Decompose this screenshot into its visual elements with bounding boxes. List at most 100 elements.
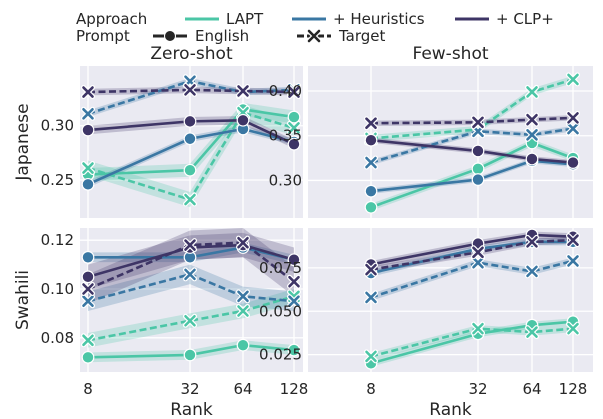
data-point-circle — [183, 132, 197, 146]
data-point-x — [81, 106, 95, 121]
data-point-x — [81, 282, 95, 297]
series-line-heuristics-target — [87, 79, 295, 116]
x-tick-label: 8 — [83, 380, 93, 398]
data-point-x — [566, 233, 580, 248]
panel-2: 0.30 0.35 0.40 Few-shot — [269, 44, 593, 218]
data-point-x — [471, 245, 485, 260]
panel-title: Few-shot — [412, 44, 488, 64]
legend-clp-label: + CLP+ — [496, 10, 554, 28]
series-line-lapt-target — [370, 327, 574, 358]
legend-english-marker — [164, 30, 176, 42]
data-point-circle — [287, 110, 301, 124]
series-band — [371, 325, 573, 360]
data-point-x — [236, 235, 250, 250]
data-point-x — [471, 115, 485, 130]
y-tick-label: 0.025 — [259, 346, 302, 364]
data-point-x — [236, 289, 250, 304]
legend-lapt-label: LAPT — [226, 10, 264, 28]
data-point-x — [364, 349, 378, 364]
data-point-circle — [471, 144, 485, 158]
series-line-lapt-target — [370, 78, 574, 140]
row-label: Japanese — [13, 103, 33, 181]
data-point-x — [183, 192, 197, 207]
data-point-x — [287, 120, 301, 135]
data-point-circle — [183, 348, 197, 362]
data-point-x — [525, 112, 539, 127]
panel-3: 0.08 0.10 0.12 Swahili 8 32 64 128 Rank — [13, 228, 308, 419]
series-band — [88, 105, 294, 208]
data-point-x — [183, 82, 197, 97]
panel-title: Zero-shot — [150, 44, 233, 64]
data-point-x — [471, 255, 485, 270]
data-point-circle — [364, 184, 378, 198]
series-line-clp-english — [370, 233, 574, 266]
x-axis-label: Rank — [429, 400, 472, 419]
legend-target-marker — [306, 28, 322, 44]
series-line-heuristics-english — [370, 159, 574, 193]
legend-target-label: Target — [338, 27, 386, 45]
data-point-circle — [525, 152, 539, 166]
data-point-x — [525, 234, 539, 249]
plot-area — [364, 228, 580, 370]
data-point-circle — [183, 114, 197, 128]
series-line-lapt-target — [87, 295, 295, 342]
x-tick-label: 64 — [522, 380, 541, 398]
y-tick-label: 0.40 — [269, 82, 302, 100]
series-band — [371, 125, 573, 166]
series-line-lapt-target — [87, 111, 295, 201]
x-tick-label: 128 — [559, 380, 588, 398]
legend-prompt-title: Prompt — [76, 27, 130, 45]
data-point-x — [81, 161, 95, 176]
data-point-circle — [471, 173, 485, 186]
series-line-clp-target — [87, 241, 295, 291]
data-point-circle — [183, 163, 197, 177]
y-tick-label: 0.30 — [269, 171, 302, 189]
y-tick-label: 0.08 — [41, 329, 74, 347]
y-tick-label: 0.25 — [41, 171, 74, 189]
x-tick-label: 8 — [366, 380, 376, 398]
data-point-circle — [81, 350, 95, 364]
data-point-x — [525, 84, 539, 99]
series-line-clp-target — [370, 238, 574, 271]
legend-english-label: English — [195, 27, 249, 45]
data-point-x — [525, 264, 539, 279]
series-band — [371, 257, 573, 301]
plot-area — [81, 228, 301, 364]
x-tick-label: 128 — [280, 380, 309, 398]
data-point-x — [566, 72, 580, 87]
data-point-x — [236, 303, 250, 318]
data-point-circle — [364, 200, 378, 214]
x-axis-label: Rank — [170, 400, 213, 419]
data-point-x — [364, 116, 378, 131]
series-line-heuristics-target — [370, 127, 574, 164]
y-tick-label: 0.12 — [41, 231, 74, 249]
x-tick-label: 32 — [180, 380, 199, 398]
data-point-x — [364, 262, 378, 277]
panel-4: 0.025 0.050 0.075 8 32 64 128 Rank — [259, 228, 593, 419]
data-point-circle — [236, 113, 250, 127]
panel-1: 0.25 0.30 Zero-shot Japanese — [13, 44, 303, 218]
data-point-circle — [287, 343, 301, 357]
data-point-x — [287, 274, 301, 289]
y-tick-label: 0.10 — [41, 280, 74, 298]
data-point-x — [183, 313, 197, 328]
y-tick-label: 0.050 — [259, 302, 302, 320]
y-tick-label: 0.30 — [41, 117, 74, 135]
series-line-clp-english — [87, 243, 295, 279]
x-tick-label: 32 — [468, 380, 487, 398]
row-label: Swahili — [13, 270, 33, 330]
data-point-x — [287, 85, 301, 100]
y-tick-label: 0.075 — [259, 259, 302, 277]
data-point-x — [364, 290, 378, 305]
data-point-x — [566, 121, 580, 136]
data-point-circle — [287, 253, 301, 267]
data-point-circle — [81, 123, 95, 137]
data-point-x — [183, 267, 197, 282]
data-point-x — [566, 110, 580, 125]
series-band — [371, 115, 573, 126]
data-point-circle — [471, 162, 485, 176]
legend-heuristics-label: + Heuristics — [333, 10, 425, 28]
data-point-x — [471, 321, 485, 336]
plot-area — [81, 74, 301, 208]
